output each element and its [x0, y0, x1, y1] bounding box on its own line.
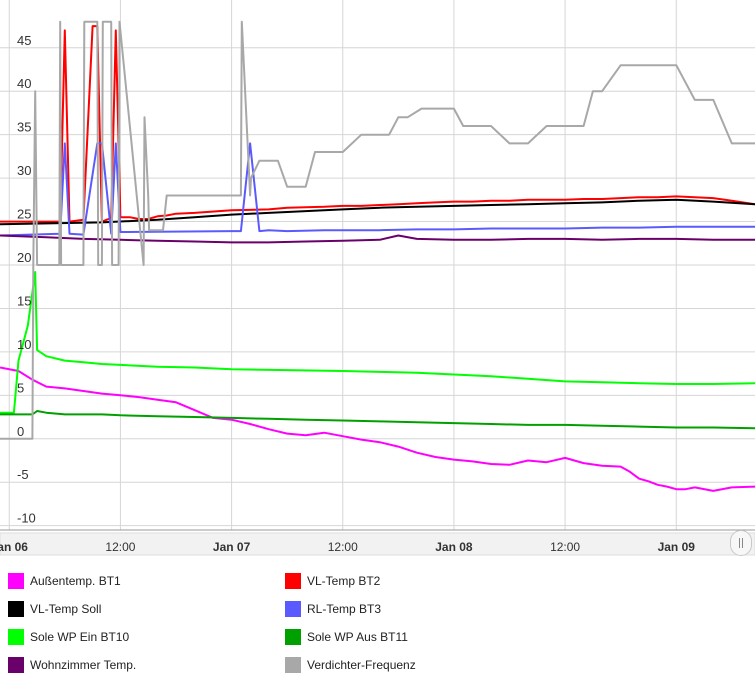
- y-tick-label: 5: [17, 380, 24, 395]
- series-line-0[interactable]: [0, 366, 755, 492]
- legend-item[interactable]: Verdichter-Frequenz: [285, 656, 416, 674]
- legend-swatch: [285, 629, 301, 645]
- legend-swatch: [8, 573, 24, 589]
- y-tick-label: 45: [17, 33, 31, 48]
- legend-swatch: [8, 601, 24, 617]
- legend-label: Sole WP Ein BT10: [30, 630, 130, 644]
- x-tick-label: Jan 09: [658, 540, 696, 554]
- x-tick-label: Jan 08: [435, 540, 473, 554]
- legend-item[interactable]: Sole WP Aus BT11: [285, 628, 408, 646]
- legend-label: RL-Temp BT3: [307, 602, 382, 616]
- legend-label: Sole WP Aus BT11: [307, 630, 408, 644]
- legend-swatch: [285, 573, 301, 589]
- series-line-1[interactable]: [0, 25, 755, 223]
- y-axis-ticks: -10 -5 0 5 10 15 20 25 30 35 40 45: [17, 33, 36, 526]
- legend-swatch: [8, 629, 24, 645]
- legend-swatch: [285, 657, 301, 673]
- legend-item[interactable]: VL-Temp BT2: [285, 572, 380, 590]
- series-line-6[interactable]: [0, 234, 755, 244]
- legend-swatch: [8, 657, 24, 673]
- y-tick-label: 15: [17, 293, 31, 308]
- y-tick-label: 20: [17, 250, 31, 265]
- legend-item[interactable]: Sole WP Ein BT10: [8, 628, 129, 646]
- series-line-2[interactable]: [0, 198, 755, 226]
- series-line-7[interactable]: [0, 20, 755, 440]
- legend-label: VL-Temp Soll: [30, 602, 102, 616]
- legend-item[interactable]: Außentemp. BT1: [8, 572, 121, 590]
- y-tick-label: 40: [17, 76, 31, 91]
- series-lines: [0, 20, 755, 492]
- x-axis-ticks: Jan 06 12:00 Jan 07 12:00 Jan 08 12:00 Jan 09: [0, 540, 695, 554]
- series-line-3[interactable]: [0, 142, 755, 237]
- y-tick-label: 0: [17, 424, 24, 439]
- series-line-4[interactable]: [0, 271, 755, 414]
- y-tick-label: 35: [17, 120, 31, 135]
- legend-label: Außentemp. BT1: [30, 574, 121, 588]
- y-tick-label: 30: [17, 163, 31, 178]
- legend-item[interactable]: VL-Temp Soll: [8, 600, 101, 618]
- x-tick-label: 12:00: [105, 540, 135, 554]
- legend-label: VL-Temp BT2: [307, 574, 381, 588]
- legend-label: Verdichter-Frequenz: [307, 658, 416, 672]
- legend-swatch: [285, 601, 301, 617]
- x-tick-label: Jan 06: [0, 540, 28, 554]
- legend-label: Wohnzimmer Temp.: [30, 658, 137, 672]
- y-tick-label: 25: [17, 207, 31, 222]
- y-tick-label: 10: [17, 337, 31, 352]
- navigator-scroll-handle[interactable]: [730, 530, 752, 556]
- x-tick-label: 12:00: [550, 540, 580, 554]
- series-line-5[interactable]: [0, 410, 755, 430]
- legend-item[interactable]: RL-Temp BT3: [285, 600, 381, 618]
- legend-item[interactable]: Wohnzimmer Temp.: [8, 656, 136, 674]
- x-tick-label: 12:00: [328, 540, 358, 554]
- y-tick-label: -10: [17, 511, 36, 526]
- x-tick-label: Jan 07: [213, 540, 251, 554]
- y-tick-label: -5: [17, 467, 29, 482]
- navigator-bar[interactable]: [0, 532, 755, 556]
- legend: Außentemp. BT1 VL-Temp BT2 VL-Temp Soll RL-…: [0, 566, 755, 678]
